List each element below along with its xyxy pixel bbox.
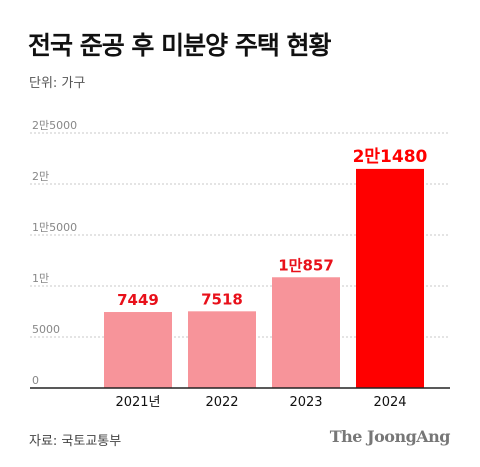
y-tick-label: 1만5000 <box>32 221 77 234</box>
y-tick-label: 0 <box>32 374 39 387</box>
data-label: 2만1480 <box>353 147 428 167</box>
x-tick-label: 2022 <box>205 395 238 410</box>
bar <box>104 312 172 388</box>
bar <box>356 168 424 388</box>
x-tick-label: 2021년 <box>115 395 160 410</box>
x-tick-label: 2024 <box>373 395 406 410</box>
bar <box>272 277 340 388</box>
x-tick-label: 2023 <box>289 395 322 410</box>
data-label: 1만857 <box>278 256 334 274</box>
data-label: 7518 <box>201 290 243 308</box>
data-label: 7449 <box>117 291 159 309</box>
y-tick-label: 2만 <box>32 170 49 183</box>
chart-title: 전국 준공 후 미분양 주택 현황 <box>28 31 332 60</box>
brand-logo: The JoongAng <box>329 427 451 446</box>
y-tick-label: 5000 <box>32 323 60 336</box>
y-tick-label: 1만 <box>32 272 49 285</box>
bar <box>188 311 256 388</box>
y-tick-label: 2만5000 <box>32 119 77 132</box>
source-note: 자료: 국토교통부 <box>29 434 122 449</box>
unit-label: 단위: 가구 <box>29 76 86 91</box>
